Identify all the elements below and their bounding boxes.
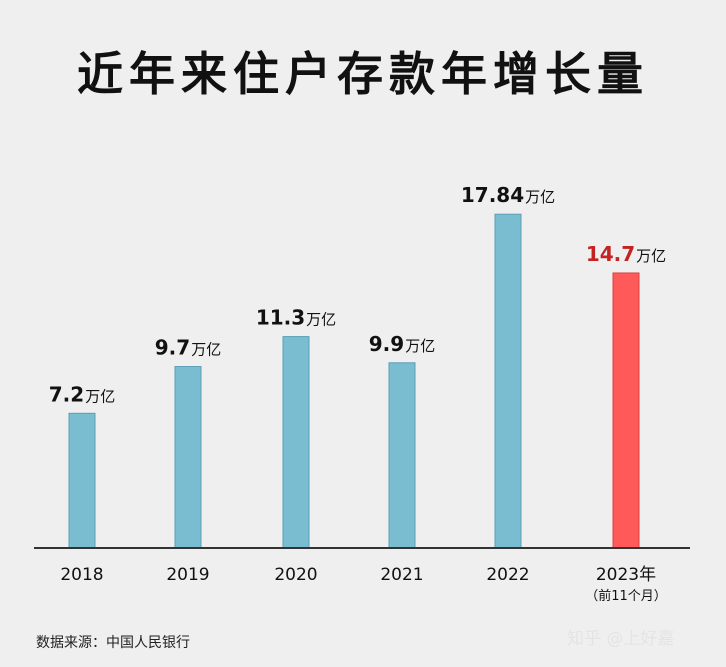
bar-2021 xyxy=(388,362,416,549)
value-label-2023年: 14.7万亿 xyxy=(586,242,666,266)
chart-title: 近年来住户存款年增长量 xyxy=(77,47,649,101)
bar-2018 xyxy=(68,412,96,549)
value-label-2022: 17.84万亿 xyxy=(461,183,555,207)
value-label-2018: 7.2万亿 xyxy=(49,382,115,406)
bar-2019 xyxy=(174,366,202,549)
source-note: 数据来源：中国人民银行 xyxy=(36,635,190,651)
category-label-2022: 2022 xyxy=(486,565,529,585)
category-label-2020: 2020 xyxy=(274,565,317,585)
bar-2023年 xyxy=(612,272,640,549)
bar-2022 xyxy=(494,213,522,549)
category-note-2023年: （前11个月） xyxy=(585,588,667,604)
category-label-2019: 2019 xyxy=(166,565,209,585)
bar-2020 xyxy=(282,336,310,549)
value-label-2020: 11.3万亿 xyxy=(256,306,336,330)
category-label-2018: 2018 xyxy=(60,565,103,585)
value-label-2021: 9.9万亿 xyxy=(369,332,435,356)
category-label-2023年: 2023年 xyxy=(596,565,656,585)
category-label-2021: 2021 xyxy=(380,565,423,585)
watermark: 知乎 @上好嘉 xyxy=(567,629,675,649)
value-label-2019: 9.7万亿 xyxy=(155,336,221,360)
